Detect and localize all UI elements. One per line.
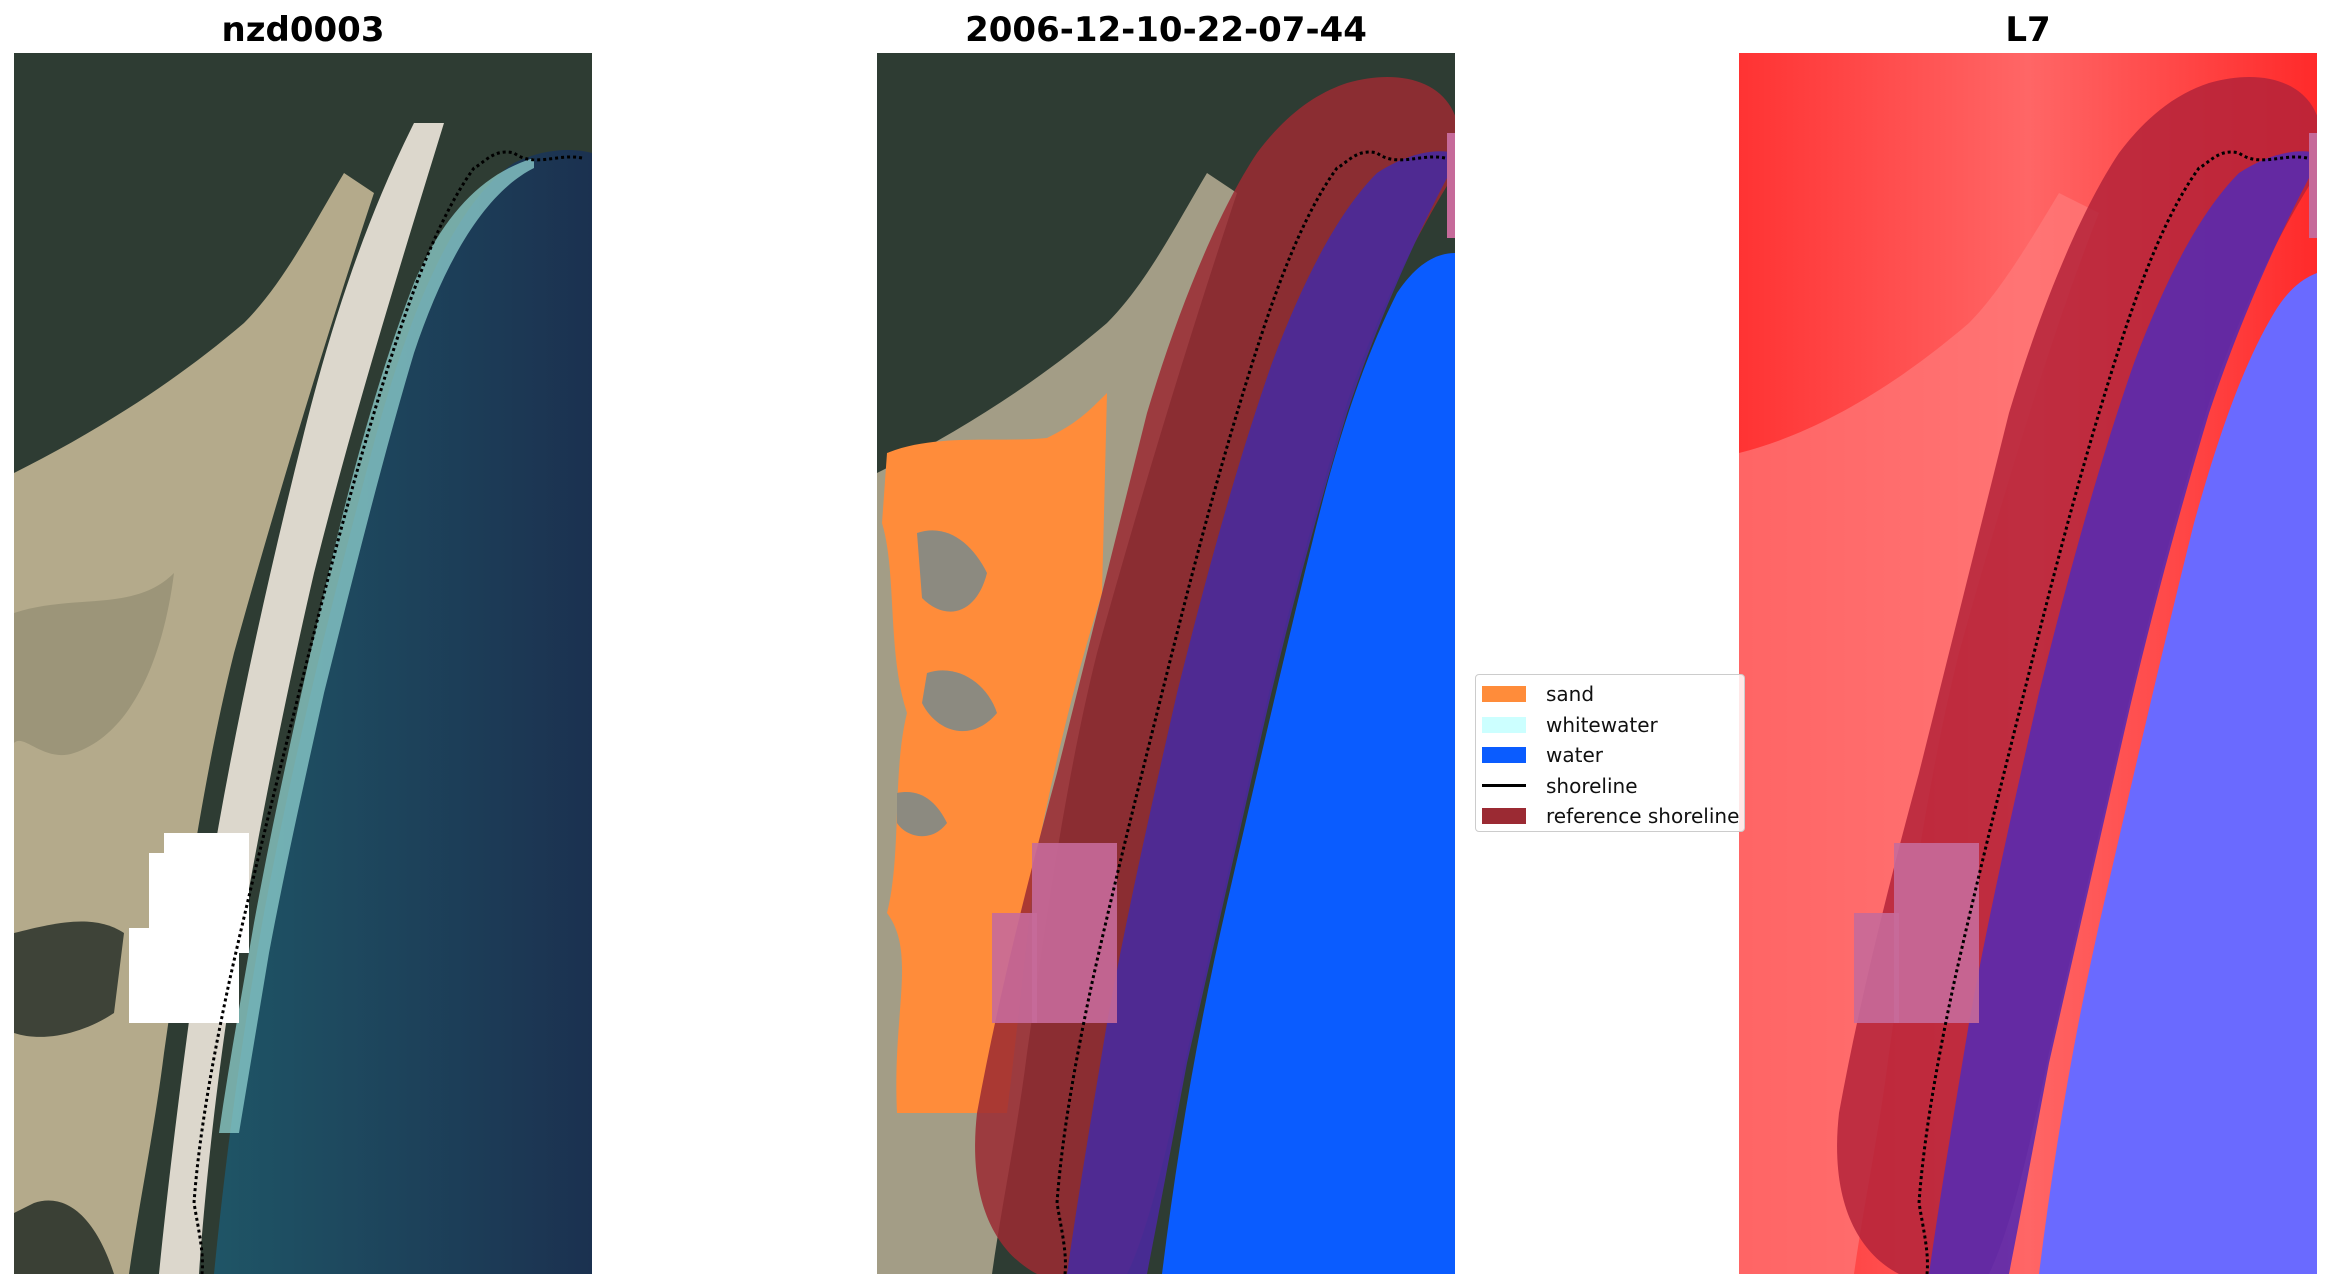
legend-label-whitewater: whitewater [1546, 712, 1658, 737]
classification-image [877, 53, 1455, 1274]
legend-label-shoreline: shoreline [1546, 773, 1638, 798]
panel-title-classification: 2006-12-10-22-07-44 [965, 10, 1367, 50]
legend-swatch-whitewater [1482, 716, 1526, 733]
legend-item-reference-shoreline: reference shoreline [1482, 801, 1744, 831]
index-image [1739, 53, 2317, 1274]
legend-item-shoreline: shoreline [1482, 771, 1744, 802]
legend-item-water: water [1482, 740, 1744, 771]
legend: sand whitewater water shoreline referenc… [1475, 674, 1745, 832]
legend-swatch-reference-shoreline [1482, 808, 1526, 825]
legend-label-sand: sand [1546, 682, 1595, 707]
legend-swatch-water [1482, 747, 1526, 764]
legend-label-water: water [1546, 743, 1603, 768]
legend-label-reference-shoreline: reference shoreline [1546, 804, 1740, 829]
panel-title-index: L7 [2005, 10, 2051, 50]
legend-swatch-sand [1482, 686, 1526, 703]
rgb-satellite-image [14, 53, 592, 1274]
legend-line-shoreline [1482, 784, 1526, 788]
legend-item-sand: sand [1482, 679, 1744, 710]
panel-title-rgb: nzd0003 [221, 10, 385, 50]
legend-item-whitewater: whitewater [1482, 710, 1744, 741]
